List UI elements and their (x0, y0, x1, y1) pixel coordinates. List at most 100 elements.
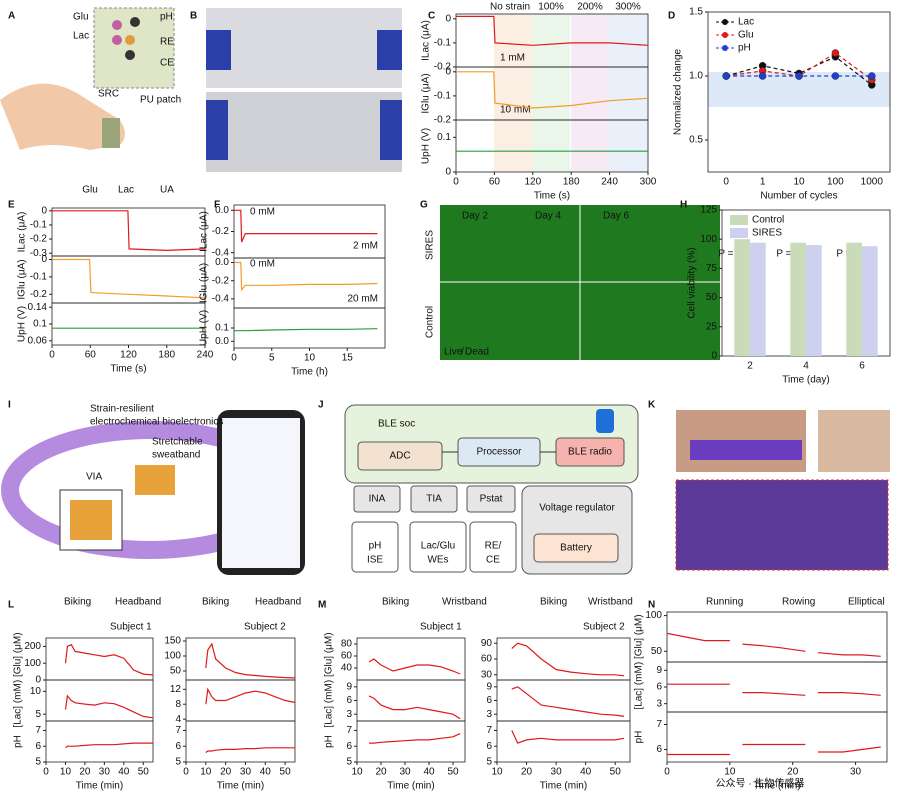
series-line (234, 209, 378, 243)
panel-label: G (420, 200, 428, 211)
label: Strain-resilient (90, 404, 154, 415)
circuit-drawing (70, 500, 112, 540)
x-tick-label: 300 (640, 177, 657, 188)
label: 1 mM (500, 53, 525, 64)
x-tick-label: 120 (524, 177, 541, 188)
y-tick-label: 0.06 (28, 335, 48, 346)
y-tick-label: 0.14 (28, 302, 48, 313)
x-tick-label: 10 (304, 353, 316, 364)
marker (795, 72, 803, 80)
plot-frame (51, 302, 206, 346)
y-axis-label: UpH (V) (421, 128, 432, 164)
y-tick-label: 0 (35, 675, 41, 686)
y-axis-label: Normalized change (673, 48, 684, 135)
y-axis-label: ILac (μA) (17, 212, 28, 253)
label: BLE radio (568, 447, 612, 458)
series-line (667, 743, 881, 756)
y-tick-label: 0 (445, 167, 451, 178)
x-tick-label: 1000 (861, 177, 884, 188)
y-axis-label: UpH (V) (17, 306, 28, 342)
label: 0 mM (250, 259, 275, 270)
series-line (234, 261, 378, 292)
block (357, 441, 443, 471)
photo-glove (377, 30, 402, 70)
block (469, 521, 517, 573)
x-tick-label: 10 (200, 767, 212, 778)
plot-frame (455, 119, 649, 173)
x-tick-label: 0 (49, 350, 55, 361)
block (533, 533, 619, 563)
legend-label: pH (738, 43, 751, 54)
x-tick-label: 50 (447, 767, 459, 778)
y-axis-label: Cell viability (%) (687, 247, 698, 318)
y-tick-label: 6 (486, 695, 492, 706)
legend-swatch (730, 228, 748, 238)
label: Headband (255, 597, 301, 608)
x-axis-label: Time (day) (782, 375, 829, 386)
photo (675, 479, 889, 571)
x-axis-label: Number of cycles (760, 191, 837, 202)
block (353, 485, 401, 513)
y-tick-label: 80 (341, 639, 353, 650)
x-tick-label: 30 (399, 767, 411, 778)
label: SIRES (425, 230, 436, 260)
label: TIA (426, 494, 442, 505)
y-axis-label: ILac (μA) (199, 211, 210, 252)
y-tick-label: 0.5 (689, 135, 703, 146)
plot-frame (666, 661, 888, 713)
y-axis-label: pH (324, 735, 335, 748)
label: 200% (577, 2, 603, 13)
y-tick-label: -0.1 (434, 91, 452, 102)
bar (806, 245, 822, 356)
y-tick-label: 6 (35, 741, 41, 752)
bluetooth-icon (596, 409, 614, 433)
y-tick-label: 8 (175, 699, 181, 710)
x-tick-label: 30 (240, 767, 252, 778)
y-tick-label: 50 (170, 666, 182, 677)
label: 100% (538, 2, 564, 13)
x-axis-label: Time (h) (291, 367, 328, 378)
bar (862, 246, 878, 356)
y-tick-label: 0 (41, 205, 47, 216)
x-tick-label: 20 (375, 767, 387, 778)
y-axis-label: [Lac] (mM) [Glu] (μM) (324, 632, 335, 727)
plot-frame (51, 255, 206, 304)
x-tick-label: 10 (60, 767, 72, 778)
series-line (368, 695, 461, 720)
label: Subject 2 (244, 622, 286, 633)
wrist-drawing (0, 83, 125, 150)
plot-frame (707, 11, 891, 173)
label: 20 mM (347, 294, 378, 305)
y-tick-label: 5 (35, 709, 41, 720)
label: Battery (560, 543, 592, 554)
label: Glu (73, 12, 89, 23)
y-axis-label: IGlu (μA) (421, 73, 432, 113)
bar (750, 242, 766, 356)
series-line (65, 742, 153, 749)
y-tick-label: 0 (445, 66, 451, 77)
y-tick-label: 3 (346, 709, 352, 720)
band-drawing (102, 118, 120, 148)
y-tick-label: 0.1 (437, 132, 451, 143)
y-tick-label: 75 (706, 263, 718, 274)
y-tick-label: 12 (170, 684, 182, 695)
x-tick-label: 20 (79, 767, 91, 778)
y-tick-label: -0.3 (30, 248, 48, 259)
plot-frame (356, 720, 466, 763)
x-tick-label: 10 (793, 177, 805, 188)
label: Lac (118, 185, 134, 196)
label: UA (160, 185, 174, 196)
strain-region (532, 14, 570, 172)
plot-frame (45, 720, 154, 763)
y-tick-label: -0.1 (30, 220, 48, 231)
label: Biking (382, 597, 409, 608)
photo (206, 8, 402, 88)
label: INA (369, 494, 386, 505)
x-tick-label: 20 (787, 767, 799, 778)
label: Voltage regulator (539, 503, 615, 514)
legend-marker (722, 19, 728, 25)
series-line (369, 733, 461, 744)
y-tick-label: 6 (175, 741, 181, 752)
label: Rowing (782, 597, 815, 608)
x-tick-label: 15 (342, 353, 354, 364)
